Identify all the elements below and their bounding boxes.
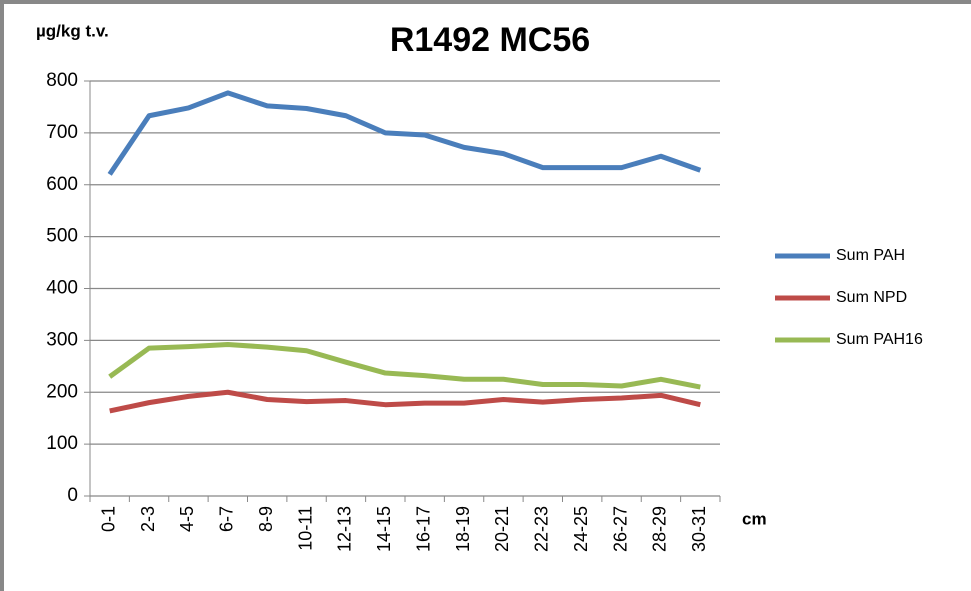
y-tick-label: 700 xyxy=(46,122,78,143)
y-tick-label: 0 xyxy=(67,485,78,506)
x-axis-label: cm xyxy=(742,509,767,528)
series-line xyxy=(107,90,702,176)
y-tick-label: 500 xyxy=(46,226,78,247)
x-tick-label: 0-1 xyxy=(98,506,118,532)
x-tick-label: 24-25 xyxy=(571,506,591,552)
legend-label: Sum NPD xyxy=(836,289,907,306)
x-tick-label: 22-23 xyxy=(532,506,552,552)
y-tick-label: 400 xyxy=(46,278,78,299)
x-tick-label: 2-3 xyxy=(138,506,158,532)
x-tick-label: 18-19 xyxy=(453,506,473,552)
y-tick-label: 300 xyxy=(46,329,78,350)
chart-title: R1492 MC56 xyxy=(390,21,590,59)
x-tick-label: 26-27 xyxy=(610,506,630,552)
y-axis-label: µg/kg t.v. xyxy=(36,21,109,40)
x-tick-label: 14-15 xyxy=(374,506,394,552)
y-tick-label: 100 xyxy=(46,433,78,454)
x-tick-label: 16-17 xyxy=(413,506,433,552)
x-tick-label: 12-13 xyxy=(335,506,355,552)
x-tick-label: 30-31 xyxy=(689,506,709,552)
x-tick-label: 20-21 xyxy=(492,506,512,552)
legend-label: Sum PAH xyxy=(836,247,905,264)
x-tick-label: 8-9 xyxy=(256,506,276,532)
y-tick-label: 800 xyxy=(46,70,78,91)
x-tick-label: 6-7 xyxy=(217,506,237,532)
y-tick-label: 200 xyxy=(46,381,78,402)
series-line xyxy=(108,342,701,390)
x-tick-label: 4-5 xyxy=(177,506,197,532)
y-tick-label: 600 xyxy=(46,174,78,195)
x-tick-label: 28-29 xyxy=(650,506,670,552)
x-tick-label: 10-11 xyxy=(295,506,315,551)
legend-label: Sum PAH16 xyxy=(836,331,923,348)
series-line xyxy=(109,389,701,414)
